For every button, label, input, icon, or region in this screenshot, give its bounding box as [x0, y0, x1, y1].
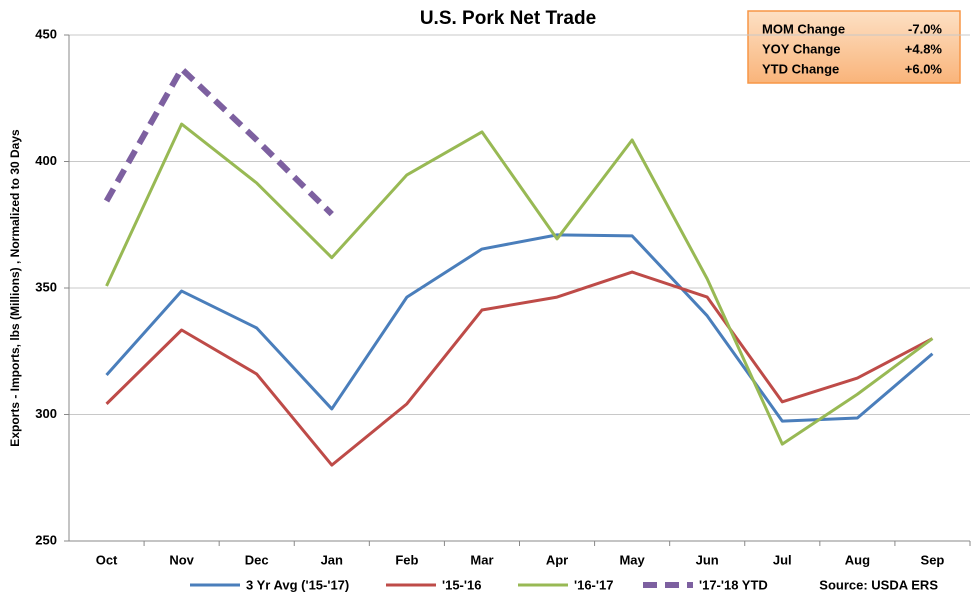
x-tick-label: Apr	[546, 552, 568, 567]
x-tick-label: Mar	[470, 552, 493, 567]
x-tick-label: Oct	[96, 552, 118, 567]
legend-label: 3 Yr Avg ('15-'17)	[246, 577, 349, 592]
y-tick-label: 450	[35, 26, 57, 41]
x-tick-label: Nov	[169, 552, 194, 567]
x-tick-label: Dec	[245, 552, 269, 567]
y-axis-label: Exports - Imports, lbs (Millions) , Norm…	[8, 129, 22, 447]
y-tick-label: 300	[35, 406, 57, 421]
info-label: MOM Change	[762, 21, 845, 36]
info-value: -7.0%	[908, 21, 942, 36]
x-tick-label: May	[619, 552, 645, 567]
x-tick-label: Jan	[321, 552, 343, 567]
y-tick-label: 400	[35, 153, 57, 168]
legend-label: '17-'18 YTD	[699, 577, 768, 592]
y-tick-label: 350	[35, 279, 57, 294]
series-line	[105, 233, 934, 423]
y-tick-label: 250	[35, 532, 57, 547]
info-value: +6.0%	[905, 61, 943, 76]
legend-label: '15-'16	[442, 577, 481, 592]
info-label: YTD Change	[762, 61, 839, 76]
x-tick-label: Aug	[845, 552, 870, 567]
x-tick-label: Sep	[921, 552, 945, 567]
source-note: Source: USDA ERS	[819, 577, 938, 592]
info-value: +4.8%	[905, 41, 943, 56]
x-tick-label: Jun	[696, 552, 719, 567]
series-line	[105, 270, 934, 467]
series-line	[103, 65, 334, 217]
legend-label: '16-'17	[574, 577, 613, 592]
info-label: YOY Change	[762, 41, 841, 56]
x-tick-label: Jul	[773, 552, 792, 567]
series-line	[105, 122, 934, 446]
chart-title: U.S. Pork Net Trade	[420, 8, 596, 29]
info-box	[747, 10, 961, 84]
x-tick-label: Feb	[395, 552, 418, 567]
